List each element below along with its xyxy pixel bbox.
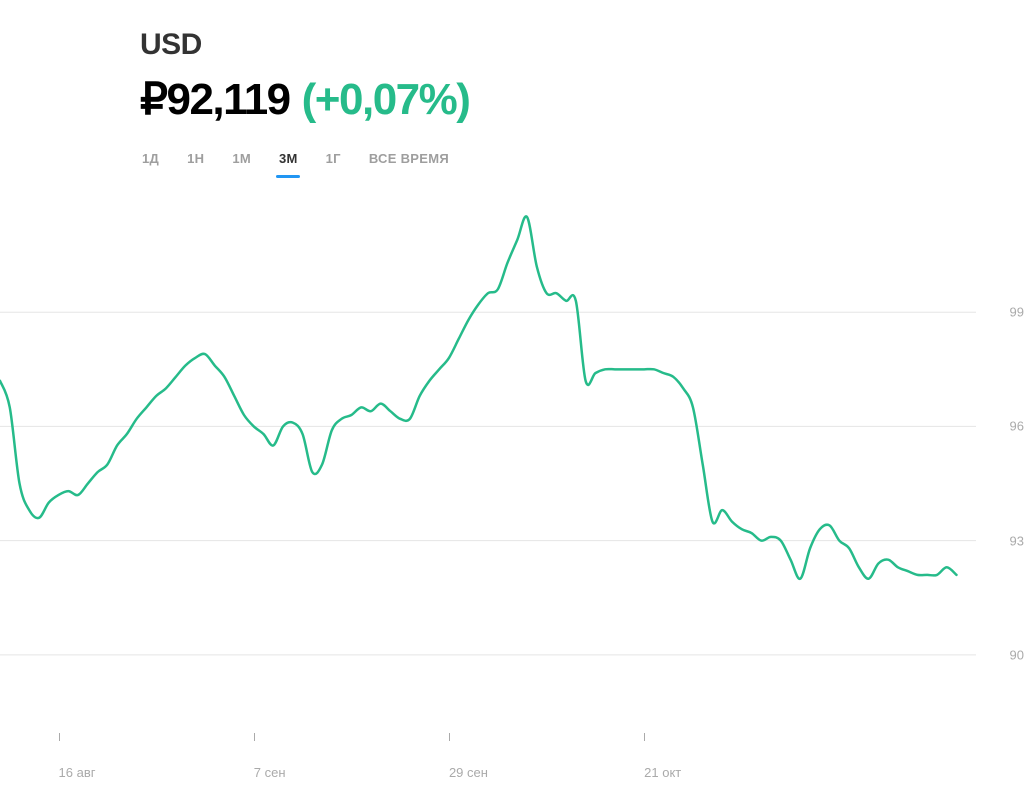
tab-1d[interactable]: 1Д (142, 151, 159, 176)
x-axis-label: 7 сен (254, 765, 286, 780)
x-axis-label: 29 сен (449, 765, 488, 780)
y-axis-label: 96 (1010, 419, 1024, 434)
tab-1w[interactable]: 1Н (187, 151, 204, 176)
chart-header: USD ₽92,119 (+0,07%) 1Д 1Н 1М 3М 1Г ВСЕ … (0, 0, 1036, 176)
y-axis-label: 93 (1010, 533, 1024, 548)
price-change: (+0,07%) (302, 75, 470, 125)
tab-1y[interactable]: 1Г (326, 151, 341, 176)
price-row: ₽92,119 (+0,07%) (140, 74, 1036, 125)
x-axis-label: 21 окт (644, 765, 681, 780)
x-axis-tick (254, 733, 255, 741)
x-axis-tick (59, 733, 60, 741)
current-price: ₽92,119 (140, 74, 290, 125)
y-axis-label: 90 (1010, 647, 1024, 662)
x-axis-label: 16 авг (59, 765, 96, 780)
tab-3m[interactable]: 3М (279, 151, 298, 176)
price-chart (0, 198, 1036, 781)
timeframe-tabs: 1Д 1Н 1М 3М 1Г ВСЕ ВРЕМЯ (140, 151, 1036, 176)
x-axis-tick (449, 733, 450, 741)
chart-area: 90 93 96 99 16 авг 7 сен 29 сен 21 окт (0, 198, 1036, 781)
tab-all-time[interactable]: ВСЕ ВРЕМЯ (369, 151, 449, 176)
y-axis-label: 99 (1010, 305, 1024, 320)
tab-1m[interactable]: 1М (232, 151, 251, 176)
currency-name: USD (140, 28, 1036, 62)
x-axis-tick (644, 733, 645, 741)
